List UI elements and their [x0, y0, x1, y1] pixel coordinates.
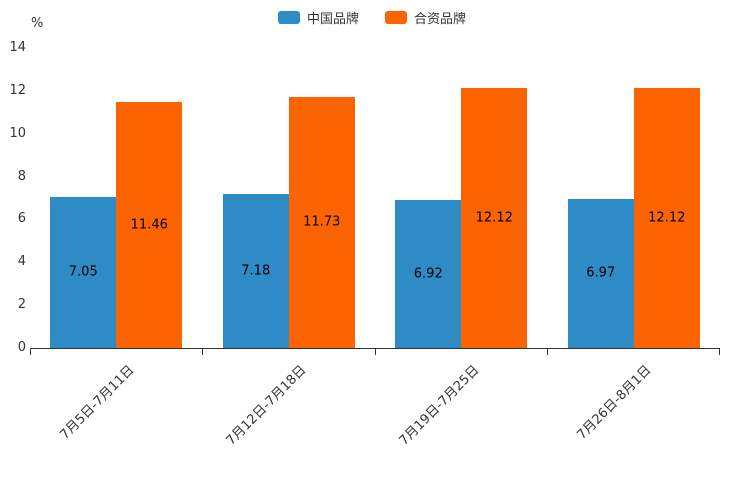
bar-value-label: 7.18	[241, 263, 271, 279]
bar-group: 7.05 11.46	[30, 48, 203, 348]
y-tick-label: 6	[17, 211, 26, 227]
plot-area: 7.05 11.46 7.18 11.73 6.92 12.12 6.97	[30, 48, 720, 349]
bar-value-label: 11.46	[130, 217, 168, 233]
y-tick-label: 2	[17, 297, 26, 313]
bar-value-label: 12.12	[475, 210, 513, 226]
x-category-label: 7月19日-7月25日	[396, 362, 483, 449]
x-axis-tick	[202, 349, 203, 355]
y-tick-label: 10	[9, 125, 26, 141]
bar-joint-venture-brand: 12.12	[633, 88, 700, 348]
y-tick-label: 4	[17, 254, 26, 270]
bar-value-label: 7.05	[68, 264, 98, 280]
legend-swatch-china-brand-icon	[277, 11, 300, 24]
y-tick-label: 14	[9, 40, 26, 55]
bar-value-label: 11.73	[303, 214, 341, 230]
bar-group: 6.92 12.12	[375, 48, 548, 348]
bar-joint-venture-brand: 11.46	[116, 102, 183, 348]
y-tick-label: 8	[17, 168, 26, 184]
legend-item-china-brand[interactable]: 中国品牌	[277, 8, 359, 27]
bar-china-brand: 6.92	[395, 199, 462, 348]
y-axis-tick-labels: 14 12 10 8 6 4 2 0	[0, 40, 26, 356]
bar-group: 6.97 12.12	[548, 48, 721, 348]
bar-group: 7.18 11.73	[203, 48, 376, 348]
y-tick-label: 0	[17, 339, 26, 355]
bar-value-label: 12.12	[648, 210, 686, 226]
bar-china-brand: 6.97	[567, 198, 634, 348]
legend-item-joint-venture-brand[interactable]: 合资品牌	[385, 8, 466, 27]
x-category-label: 7月5日-7月11日	[57, 362, 138, 443]
x-category-label: 7月12日-7月18日	[223, 362, 310, 449]
bar-joint-venture-brand: 11.73	[288, 96, 355, 348]
x-axis-tick	[547, 349, 548, 355]
legend-swatch-joint-venture-brand-icon	[385, 11, 407, 24]
y-tick-label: 12	[9, 82, 26, 98]
bar-value-label: 6.92	[413, 266, 443, 282]
legend-label-joint-venture-brand: 合资品牌	[414, 12, 467, 27]
x-axis-tick	[375, 349, 376, 355]
x-axis-tick	[30, 349, 31, 355]
y-axis-unit-label: %	[31, 16, 44, 31]
x-category-label: 7月26日-8月1日	[574, 362, 655, 443]
x-axis-tick	[719, 349, 720, 355]
bar-joint-venture-brand: 12.12	[461, 88, 528, 348]
legend: 中国品牌 合资品牌	[0, 8, 744, 27]
bar-value-label: 6.97	[586, 265, 616, 281]
legend-label-china-brand: 中国品牌	[306, 12, 359, 27]
bar-china-brand: 7.05	[50, 196, 117, 348]
bar-china-brand: 7.18	[222, 194, 289, 348]
